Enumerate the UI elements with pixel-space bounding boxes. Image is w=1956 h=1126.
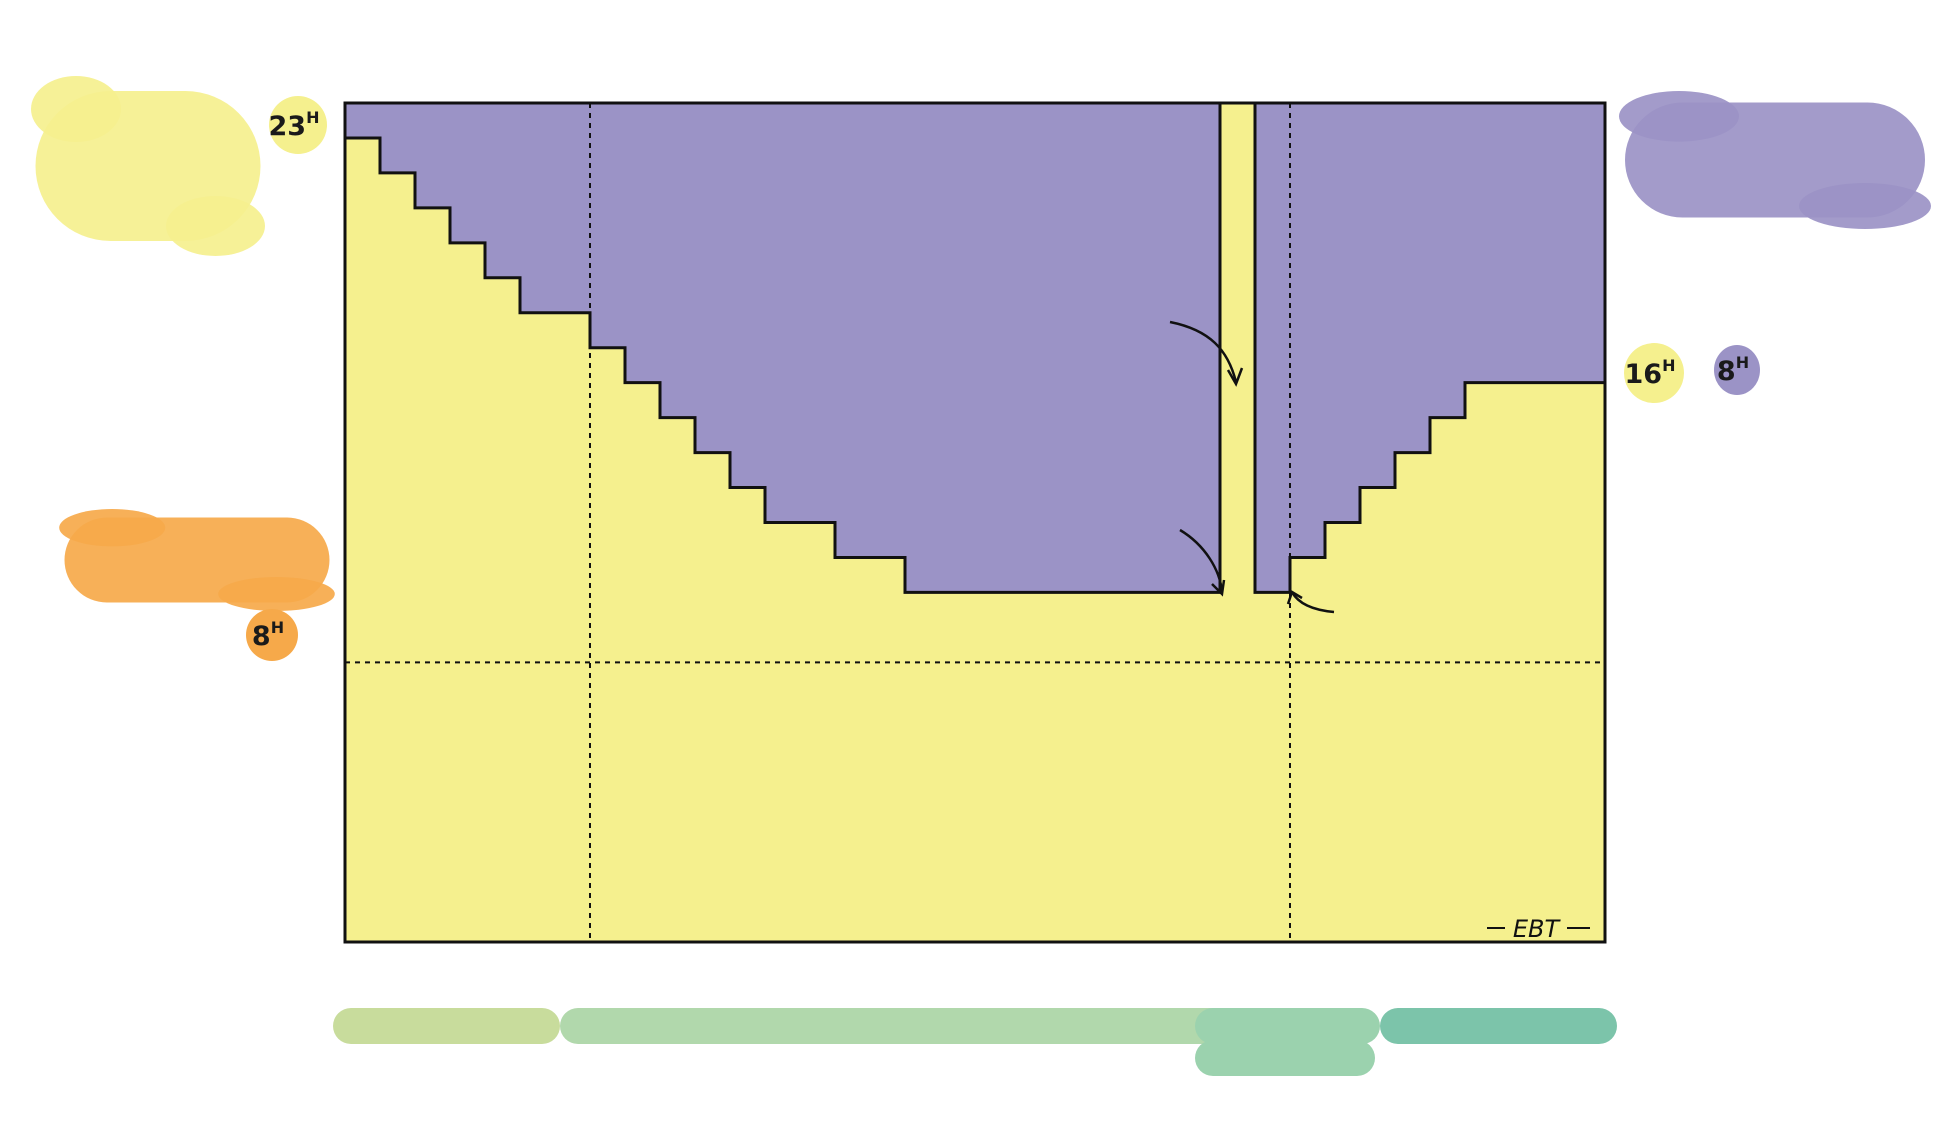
value-badge-bg (1714, 345, 1760, 395)
annotation-arrowhead-0 (1226, 367, 1244, 387)
phase-band-1 (560, 1008, 1240, 1044)
annotation-arrowhead-1 (1211, 579, 1226, 597)
annotation-arrow-2 (1290, 591, 1335, 614)
legend-purple-blob (1619, 91, 1931, 229)
annotation-arrow-1 (1179, 528, 1224, 593)
phase-band-3 (1380, 1008, 1617, 1044)
value-badge-text: 8H (252, 618, 284, 652)
phase-band-2 (1195, 1008, 1380, 1044)
value-badge-bg (1624, 343, 1684, 403)
step-outline (345, 101, 1605, 594)
phase-band-0 (333, 1008, 560, 1044)
series-area-yellow (345, 103, 1605, 942)
phase-band-extension (1195, 1040, 1375, 1076)
annotation-arrowhead-2 (1286, 590, 1303, 605)
signature: EBT (1513, 915, 1562, 943)
value-badge-text: 16H (1625, 356, 1676, 390)
annotation-arrow-0 (1169, 320, 1238, 383)
legend-yellow-blob (31, 76, 265, 256)
value-badge-bg (246, 609, 298, 661)
value-badge-text: 23H (269, 108, 320, 142)
plot-frame (343, 101, 1607, 944)
value-badge-text: 8H (1717, 353, 1749, 387)
value-badge-bg (269, 96, 327, 154)
transfer-label-blob (59, 509, 335, 611)
